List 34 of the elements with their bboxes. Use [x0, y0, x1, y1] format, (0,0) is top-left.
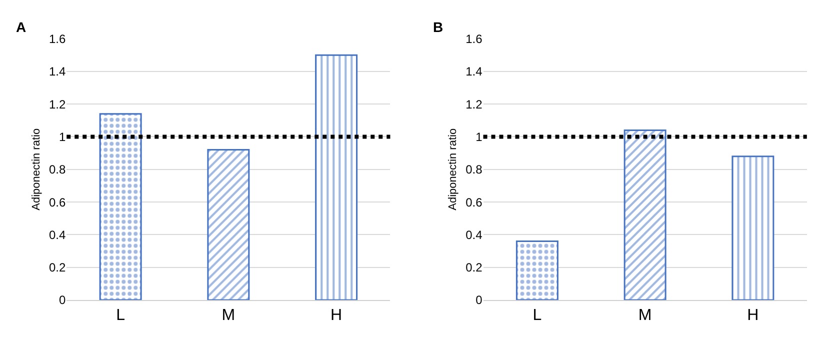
y-tick-label: 0.8 [48, 162, 66, 177]
y-tick-label: 0.4 [466, 228, 483, 242]
bar [624, 129, 666, 300]
y-tick-label: 1.6 [48, 32, 66, 46]
y-tick-label: 1.4 [466, 64, 483, 79]
bar [207, 149, 250, 300]
y-axis-title: Adiponectin ratio [447, 128, 460, 210]
y-tick-label: 1 [476, 130, 483, 144]
y-tick-label: 0.6 [48, 195, 66, 210]
x-tick-label: H [747, 307, 759, 324]
y-tick-label: 1.2 [466, 97, 483, 112]
y-tick-label: 0.2 [466, 260, 483, 275]
y-tick-label: 1.2 [48, 97, 66, 112]
y-tick-label: 0 [476, 293, 483, 308]
bar [516, 240, 558, 300]
y-tick-label: 0 [58, 293, 66, 308]
chart-title: B [433, 19, 444, 35]
bar [315, 54, 358, 300]
x-tick-label: H [330, 307, 342, 324]
bar [99, 113, 142, 300]
y-tick-label: 0.4 [48, 228, 66, 242]
y-tick-label: 1.6 [466, 32, 483, 46]
x-tick-label: L [532, 307, 542, 324]
x-tick-label: M [638, 307, 652, 324]
y-tick-label: 1.4 [48, 64, 66, 79]
y-tick-label: 0.2 [48, 260, 66, 275]
bar [732, 156, 774, 300]
y-tick-label: 1 [58, 130, 66, 144]
y-tick-label: 0.8 [466, 162, 483, 177]
x-tick-label: L [116, 307, 126, 324]
y-tick-label: 0.6 [466, 195, 483, 210]
y-axis-title: Adiponectin ratio [30, 128, 43, 210]
x-tick-label: M [222, 307, 236, 324]
chart-title: A [16, 19, 26, 35]
